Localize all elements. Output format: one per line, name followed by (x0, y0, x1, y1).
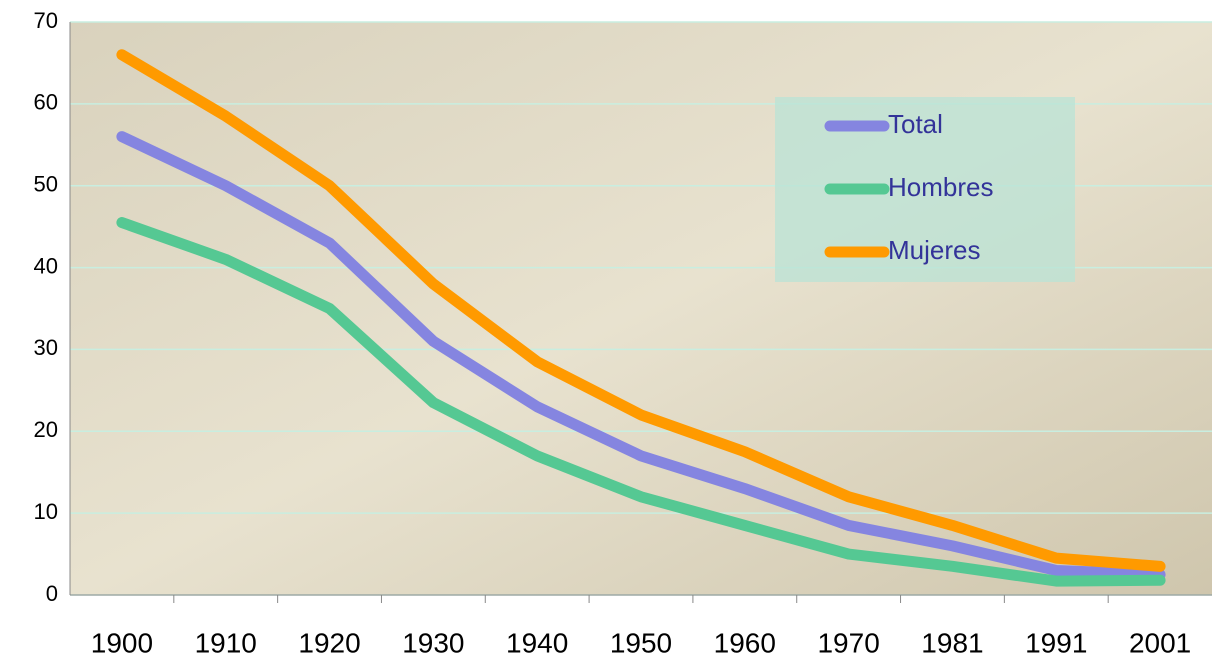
x-tick-label: 1930 (402, 627, 464, 658)
x-tick-label: 1940 (506, 627, 568, 658)
y-tick-label: 20 (34, 417, 58, 442)
x-tick-label: 2001 (1129, 627, 1191, 658)
y-tick-label: 30 (34, 335, 58, 360)
x-tick-label: 1970 (817, 627, 879, 658)
x-tick-label: 1981 (921, 627, 983, 658)
x-tick-label: 1910 (195, 627, 257, 658)
x-tick-label: 1920 (298, 627, 360, 658)
y-tick-label: 70 (34, 8, 58, 33)
legend-label: Mujeres (888, 235, 980, 265)
y-tick-label: 60 (34, 90, 58, 115)
y-tick-label: 0 (46, 581, 58, 606)
y-tick-label: 10 (34, 499, 58, 524)
y-tick-label: 40 (34, 253, 58, 278)
x-tick-label: 1950 (610, 627, 672, 658)
legend-label: Hombres (888, 172, 993, 202)
chart: 0 10 20 30 40 50 60 70 1900 1910 1920 1930 1940 1950 1… (0, 0, 1212, 663)
y-tick-label: 50 (34, 172, 58, 197)
legend-label: Total (888, 109, 943, 139)
x-tick-label: 1900 (91, 627, 153, 658)
x-tick-label: 1991 (1025, 627, 1087, 658)
x-tick-label: 1960 (714, 627, 776, 658)
